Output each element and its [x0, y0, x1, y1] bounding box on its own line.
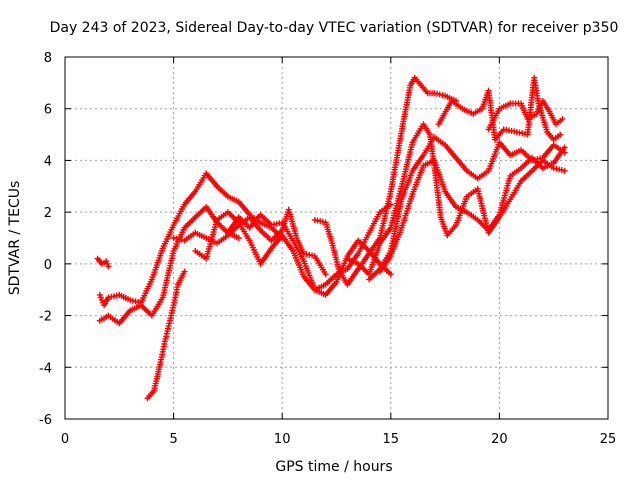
- y-axis-label: SDTVAR / TECUs: [7, 181, 23, 296]
- axis-ticks: [64, 56, 609, 420]
- x-axis-label: GPS time / hours: [275, 459, 392, 475]
- series-markers-sat-b: [96, 204, 242, 327]
- x-tick-label: 20: [491, 432, 508, 447]
- y-tick-label: 2: [44, 206, 52, 221]
- y-tick-label: -6: [39, 413, 52, 428]
- x-tick-label: 15: [383, 432, 400, 447]
- series-markers-sat-h: [311, 74, 459, 288]
- chart-title: Day 243 of 2023, Sidereal Day-to-day VTE…: [50, 20, 619, 36]
- x-tick-label: 10: [274, 432, 291, 447]
- plot-frame: [64, 56, 609, 420]
- series-markers-sat-a: [96, 170, 286, 309]
- y-tick-label: 4: [44, 154, 52, 169]
- x-tick-label: 25: [600, 432, 617, 447]
- series-markers-sat-l: [435, 74, 564, 143]
- series-markers-sat-e: [170, 206, 329, 278]
- series-markers-sat-c: [94, 255, 112, 270]
- series-markers-sat-d: [144, 268, 188, 402]
- series-markers-sat-i: [344, 121, 568, 278]
- y-tick-label: 6: [44, 103, 52, 118]
- series-line-sat-i: [347, 123, 565, 275]
- x-tick-label: 0: [61, 432, 69, 447]
- series-group: [94, 74, 568, 402]
- grid: [65, 57, 608, 419]
- y-tick-label: 8: [44, 51, 52, 66]
- y-tick-label: -4: [39, 361, 52, 376]
- series-markers-sat-m: [485, 98, 566, 133]
- y-tick-label: -2: [39, 310, 52, 325]
- x-tick-label: 5: [169, 432, 177, 447]
- y-tick-label: 0: [44, 258, 52, 273]
- series-markers-sat-k: [376, 144, 568, 275]
